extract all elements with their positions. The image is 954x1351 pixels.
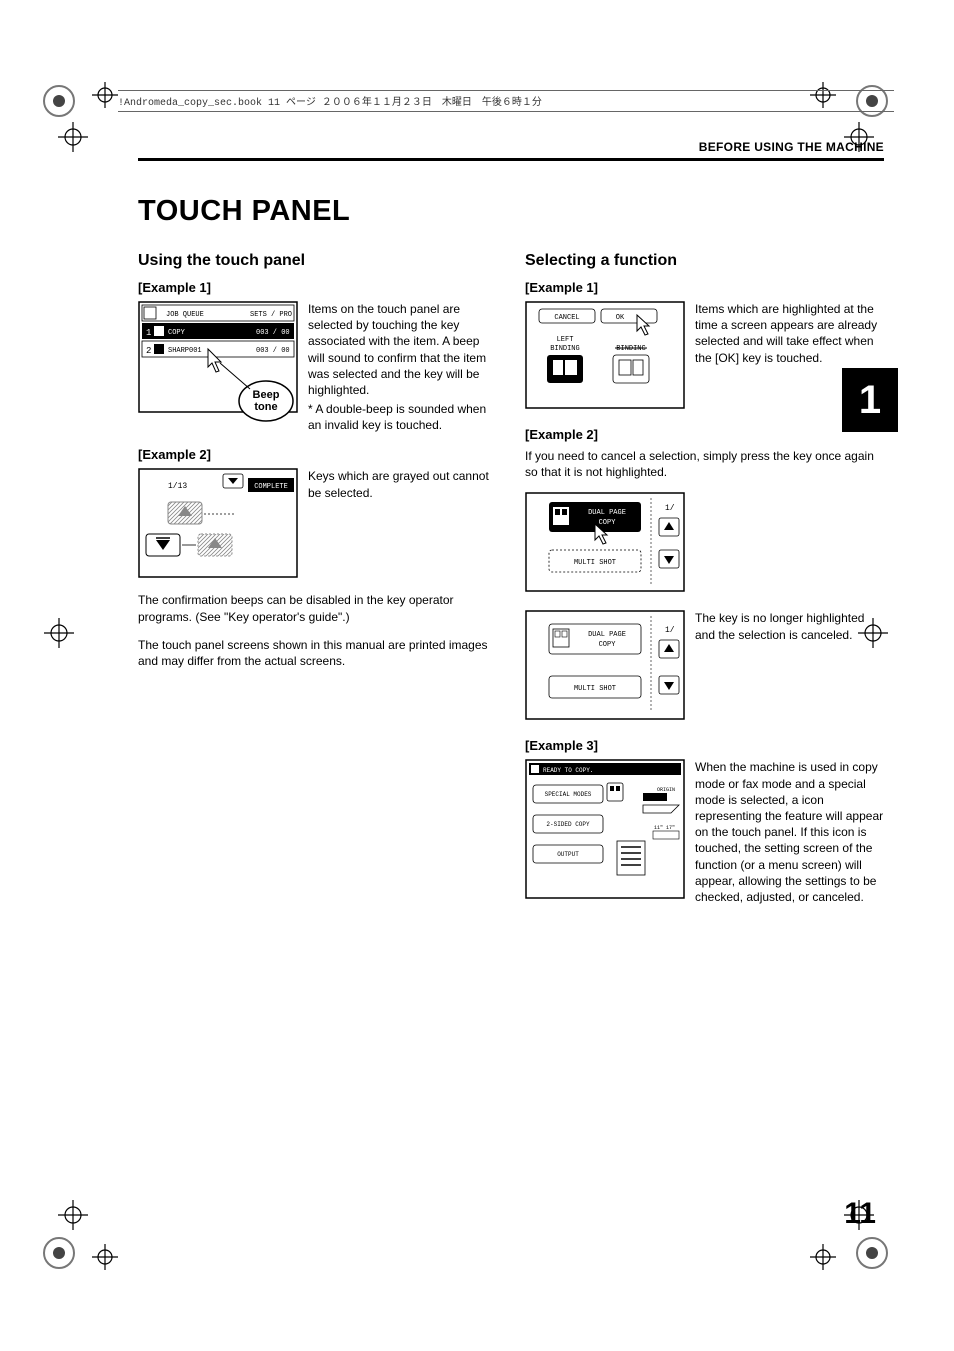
right-ex2-text: The key is no longer highlighted and the… [695, 610, 884, 720]
fig-beep-label: Beep [253, 389, 280, 401]
fig-special: SPECIAL MODES [545, 791, 592, 798]
left-ex1-figure: JOB QUEUE SETS / PRO 1 COPY 003 / 00 2 S… [138, 301, 298, 433]
crosshair-bottom-left [58, 1200, 88, 1230]
fig-left-binding-top: LEFT [557, 336, 574, 344]
left-ex2-figure: 1/13 COMPLETE [138, 468, 298, 578]
page-number: 11 [844, 1197, 876, 1231]
right-subtitle: Selecting a function [525, 252, 884, 270]
fig-tone-label: tone [254, 401, 277, 413]
left-ex1-text: Items on the touch panel are selected by… [308, 301, 497, 398]
fig-left-binding-bot: BINDING [550, 345, 579, 353]
fig-row1-val: 003 / 00 [256, 329, 290, 337]
right-ex2-figure-b: DUAL PAGE COPY MULTI SHOT 1/ [525, 610, 685, 720]
fig-row2-label: SHARP001 [168, 347, 202, 355]
fig-dualpage-b2: COPY [599, 641, 617, 649]
page-title: TOUCH PANEL [138, 195, 884, 228]
fig-row1-idx: 1 [146, 328, 151, 338]
right-ex3-text: When the machine is used in copy mode or… [695, 759, 884, 905]
page-content: BEFORE USING THE MACHINE TOUCH PANEL 1 U… [138, 140, 884, 919]
fig-dualpage-b1: DUAL PAGE [588, 631, 626, 639]
crosshair-bottom-left-2 [92, 1244, 118, 1270]
left-column: Using the touch panel [Example 1] JOB QU… [138, 252, 497, 919]
fig-complete: COMPLETE [254, 483, 288, 491]
fig-size: 11" 17" [654, 825, 675, 831]
fig-multishot-b: MULTI SHOT [574, 685, 616, 693]
left-note2: The touch panel screens shown in this ma… [138, 637, 497, 669]
fig-pageind-b: 1/ [665, 626, 675, 635]
crosshair-mid-left [44, 618, 74, 648]
fig-multishot-a: MULTI SHOT [574, 559, 616, 567]
left-subtitle: Using the touch panel [138, 252, 497, 270]
fig-dualpage-a1: DUAL PAGE [588, 509, 626, 517]
fig-row2-idx: 2 [146, 346, 151, 356]
reg-mark-bottom-right [855, 1236, 889, 1270]
left-ex1-footnote: A double-beep is sounded when an invalid… [308, 402, 497, 433]
fig-dualpage-a2: COPY [599, 519, 617, 527]
right-ex2-intro: If you need to cancel a selection, simpl… [525, 448, 884, 480]
fig-row2-val: 003 / 00 [256, 347, 290, 355]
fig-cancel: CANCEL [554, 314, 579, 322]
crosshair-bottom-right-2 [810, 1244, 836, 1270]
reg-mark-top-left [42, 84, 76, 118]
fig-2sided: 2-SIDED COPY [546, 821, 590, 828]
right-ex2-figure-a: DUAL PAGE COPY MULTI SHOT 1/ [525, 492, 884, 592]
fig-setspro: SETS / PRO [250, 311, 292, 319]
right-ex2-label: [Example 2] [525, 427, 884, 442]
section-header: BEFORE USING THE MACHINE [138, 140, 884, 161]
file-info-header: !Andromeda_copy_sec.book 11 ページ ２００６年１１月… [118, 90, 894, 112]
reg-mark-bottom-left [42, 1236, 76, 1270]
fig-pageind-a: 1/ [665, 504, 675, 513]
fig-row1-label: COPY [168, 329, 186, 337]
right-ex1-figure: CANCEL OK LEFT BINDING BINDING [525, 301, 685, 409]
right-ex1-label: [Example 1] [525, 280, 884, 295]
chapter-tab: 1 [842, 368, 898, 432]
fig-ready: READY TO COPY. [543, 767, 593, 774]
crosshair-top-left [58, 122, 88, 152]
crosshair-top-left-2 [92, 82, 118, 108]
left-note1: The confirmation beeps can be disabled i… [138, 592, 497, 624]
fig-page-ind: 1/13 [168, 482, 187, 491]
right-ex3-figure: READY TO COPY. SPECIAL MODES 2-SIDED COP… [525, 759, 685, 905]
left-ex2-text: Keys which are grayed out cannot be sele… [308, 468, 497, 578]
fig-output: OUTPUT [557, 851, 579, 858]
right-column: Selecting a function [Example 1] CANCEL … [525, 252, 884, 919]
left-ex1-label: [Example 1] [138, 280, 497, 295]
fig-jobqueue: JOB QUEUE [166, 311, 204, 319]
left-ex2-label: [Example 2] [138, 447, 497, 462]
fig-origin: ORIGIN [657, 787, 675, 793]
fig-ok: OK [616, 314, 625, 322]
fig-right-binding: BINDING [616, 345, 645, 353]
right-ex3-label: [Example 3] [525, 738, 884, 753]
